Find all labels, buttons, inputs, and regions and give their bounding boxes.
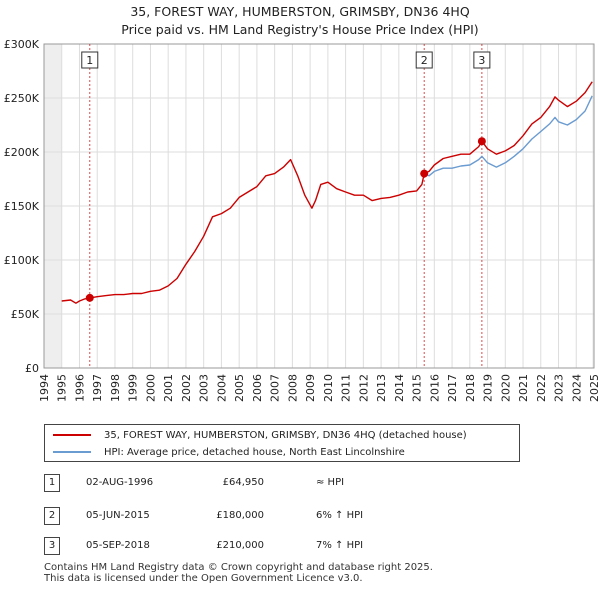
transaction-date: 05-JUN-2015 [86,510,150,521]
x-tick-label: 2016 [428,374,441,402]
transaction-date: 02-AUG-1996 [86,477,154,488]
x-tick-label: 2008 [286,374,299,402]
x-tick-label: 2021 [517,374,530,402]
transaction-number: 2 [44,507,60,525]
y-tick-label: £50K [11,308,40,321]
y-tick-label: £100K [4,254,40,267]
x-tick-label: 2017 [446,374,459,402]
transaction-price: £180,000 [216,510,264,521]
hpi-line [423,95,593,177]
x-tick-label: 2025 [588,374,600,402]
transaction-hpi: ≈ HPI [316,477,345,488]
legend-hpi-label: HPI: Average price, detached house, Nort… [104,446,405,458]
footer-copyright: Contains HM Land Registry data © Crown c… [44,562,433,573]
footer-license: This data is licensed under the Open Gov… [44,573,363,584]
x-tick-label: 1999 [127,374,140,402]
legend-price-label: 35, FOREST WAY, HUMBERSTON, GRIMSBY, DN3… [104,429,467,441]
transaction-number: 1 [44,474,60,492]
legend-price-swatch [53,434,91,436]
x-tick-label: 2004 [215,374,228,402]
transaction-row: 2 05-JUN-2015 £180,000 6% ↑ HPI [0,507,600,527]
x-tick-label: 2010 [322,374,335,402]
x-tick-label: 2000 [144,374,157,402]
y-tick-label: £0 [25,362,39,375]
transaction-label-box [81,51,99,69]
transaction-number: 3 [44,537,60,555]
price-paid-line [61,81,593,304]
y-tick-label: £250K [4,92,40,105]
footer: Contains HM Land Registry data © Crown c… [44,562,433,584]
x-tick-label: 2002 [180,374,193,402]
legend-hpi-swatch [53,451,91,453]
x-tick-label: 2009 [304,374,317,402]
y-tick-label: £300K [4,38,40,51]
x-tick-label: 2013 [375,374,388,402]
x-tick-label: 2024 [570,374,583,402]
x-tick-label: 1996 [73,374,86,402]
transaction-price: £64,950 [222,477,264,488]
transaction-label: 3 [478,54,485,67]
x-tick-label: 2014 [393,374,406,402]
x-tick-label: 2023 [553,374,566,402]
sale-point [477,137,486,146]
x-tick-label: 2012 [357,374,370,402]
x-tick-label: 2015 [411,374,424,402]
transaction-hpi: 6% ↑ HPI [316,510,364,521]
price-chart: 35, FOREST WAY, HUMBERSTON, GRIMSBY, DN3… [4,4,600,402]
transaction-row: 3 05-SEP-2018 £210,000 7% ↑ HPI [0,537,600,557]
chart-title: 35, FOREST WAY, HUMBERSTON, GRIMSBY, DN3… [130,4,470,19]
legend: 35, FOREST WAY, HUMBERSTON, GRIMSBY, DN3… [44,424,520,462]
y-tick-label: £150K [4,200,40,213]
transaction-date: 05-SEP-2018 [86,540,150,551]
x-tick-label: 2020 [499,374,512,402]
x-tick-label: 1998 [109,374,122,402]
transaction-label: 1 [86,54,93,67]
transaction-row: 1 02-AUG-1996 £64,950 ≈ HPI [0,474,600,494]
chart-subtitle: Price paid vs. HM Land Registry's House … [121,22,478,37]
transaction-hpi: 7% ↑ HPI [316,540,364,551]
y-tick-label: £200K [4,146,40,159]
transaction-label-box [415,51,433,69]
x-tick-label: 2003 [198,374,211,402]
x-tick-label: 2022 [535,374,548,402]
legend-item-hpi: HPI: Average price, detached house, Nort… [53,444,405,460]
x-tick-label: 2018 [464,374,477,402]
x-tick-label: 1995 [56,374,69,402]
sale-point [420,169,429,178]
transaction-label: 2 [421,54,428,67]
x-tick-label: 1997 [91,374,104,402]
x-tick-label: 2007 [269,374,282,402]
transaction-label-box [473,51,491,69]
sale-point [85,293,94,302]
x-tick-label: 1994 [38,374,51,402]
transaction-price: £210,000 [216,540,264,551]
x-tick-label: 2001 [162,374,175,402]
plot-frame [43,43,595,369]
legend-item-price: 35, FOREST WAY, HUMBERSTON, GRIMSBY, DN3… [53,427,467,443]
x-tick-label: 2005 [233,374,246,402]
x-tick-label: 2011 [340,374,353,402]
x-tick-label: 2006 [251,374,264,402]
x-tick-label: 2019 [482,374,495,402]
